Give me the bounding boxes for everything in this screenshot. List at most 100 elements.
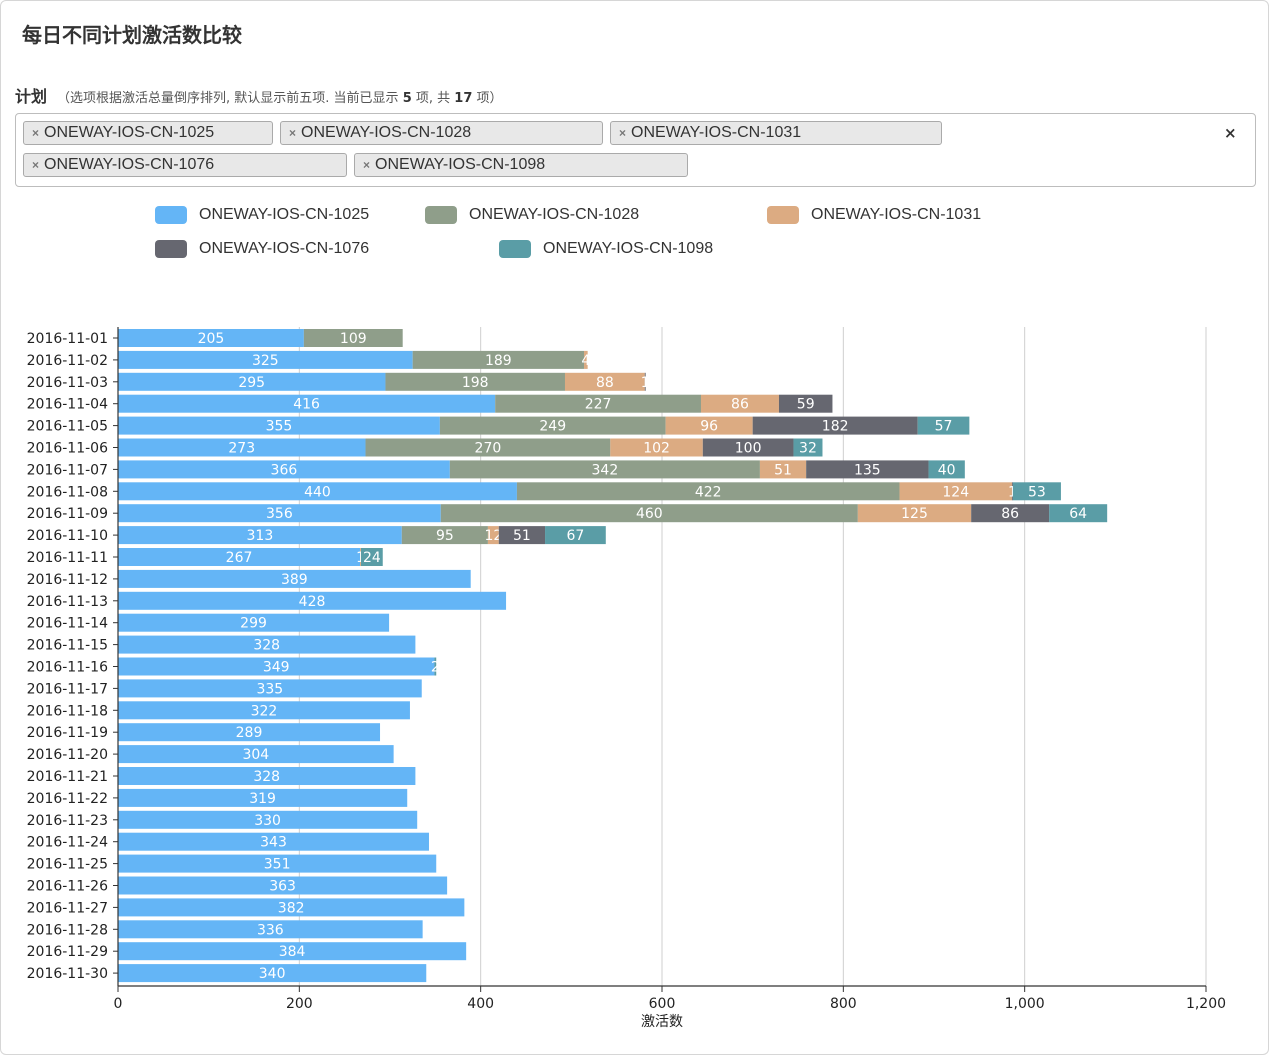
legend-item[interactable]: ONEWAY-IOS-CN-1025 bbox=[155, 205, 369, 225]
bar-segment[interactable] bbox=[118, 591, 507, 610]
bar-segment[interactable] bbox=[545, 526, 606, 545]
bar-segment[interactable] bbox=[928, 460, 965, 479]
bar-segment[interactable] bbox=[759, 460, 807, 479]
bar-segment[interactable] bbox=[498, 526, 546, 545]
page-title: 每日不同计划激活数比较 bbox=[22, 23, 242, 47]
y-tick-label: 2016-11-20 bbox=[27, 747, 108, 763]
bar-segment[interactable] bbox=[365, 438, 611, 457]
bar-value-label: 2 bbox=[431, 660, 440, 676]
bar-segment[interactable] bbox=[487, 526, 499, 545]
bar-value-label: 343 bbox=[260, 835, 287, 851]
bar-segment[interactable] bbox=[303, 329, 403, 347]
bar-segment[interactable] bbox=[118, 920, 423, 939]
legend-item[interactable]: ONEWAY-IOS-CN-1031 bbox=[767, 205, 981, 225]
bar-segment[interactable] bbox=[118, 394, 496, 413]
remove-tag-icon[interactable]: × bbox=[289, 126, 297, 140]
bar-segment[interactable] bbox=[702, 438, 794, 457]
bar-segment[interactable] bbox=[118, 460, 450, 479]
y-tick-label: 2016-11-17 bbox=[27, 681, 108, 697]
selected-tag[interactable]: × ONEWAY-IOS-CN-1028 bbox=[280, 121, 603, 145]
bar-value-label: 336 bbox=[257, 922, 284, 938]
bar-segment[interactable] bbox=[118, 679, 422, 698]
bar-segment[interactable] bbox=[434, 657, 437, 676]
bar-segment[interactable] bbox=[118, 788, 408, 807]
bar-value-label: 59 bbox=[797, 397, 815, 413]
bar-segment[interactable] bbox=[118, 723, 381, 742]
legend-swatch bbox=[425, 205, 457, 224]
bar-segment[interactable] bbox=[516, 482, 900, 501]
bar-segment[interactable] bbox=[118, 438, 366, 457]
bar-segment[interactable] bbox=[700, 394, 779, 413]
bar-segment[interactable] bbox=[118, 876, 448, 895]
bar-segment[interactable] bbox=[118, 964, 427, 983]
bar-segment[interactable] bbox=[1012, 482, 1061, 501]
bar-segment[interactable] bbox=[793, 438, 823, 457]
x-tick-label: 800 bbox=[830, 996, 857, 1012]
bar-segment[interactable] bbox=[118, 526, 402, 545]
bar-segment[interactable] bbox=[857, 504, 972, 523]
bar-value-label: 384 bbox=[279, 944, 306, 960]
bar-segment[interactable] bbox=[118, 832, 429, 851]
bar-segment[interactable] bbox=[118, 548, 361, 566]
bar-value-label: 40 bbox=[938, 462, 956, 478]
bar-segment[interactable] bbox=[778, 394, 833, 413]
remove-tag-icon[interactable]: × bbox=[32, 126, 40, 140]
bar-segment[interactable] bbox=[439, 416, 666, 435]
bar-segment[interactable] bbox=[752, 416, 918, 435]
bar-segment[interactable] bbox=[118, 482, 517, 501]
bar-value-label: 366 bbox=[271, 462, 298, 478]
bar-segment[interactable] bbox=[584, 350, 588, 369]
bar-segment[interactable] bbox=[806, 460, 929, 479]
selected-tag[interactable]: × ONEWAY-IOS-CN-1098 bbox=[354, 153, 688, 177]
bar-value-label: 12 bbox=[484, 528, 502, 544]
bar-segment[interactable] bbox=[564, 372, 645, 391]
remove-tag-icon[interactable]: × bbox=[363, 158, 371, 172]
bar-segment[interactable] bbox=[1011, 482, 1013, 501]
bar-segment[interactable] bbox=[401, 526, 488, 545]
selected-tag[interactable]: × ONEWAY-IOS-CN-1076 bbox=[23, 153, 347, 177]
bar-segment[interactable] bbox=[440, 504, 858, 523]
bar-segment[interactable] bbox=[118, 635, 416, 654]
legend-item[interactable]: ONEWAY-IOS-CN-1098 bbox=[499, 239, 713, 259]
plan-filter-row: 计划 （选项根据激活总量倒序排列, 默认显示前五项. 当前已显示 5 项, 共 1… bbox=[15, 83, 503, 107]
bar-segment[interactable] bbox=[118, 416, 440, 435]
clear-all-icon[interactable]: × bbox=[1224, 124, 1237, 142]
bar-segment[interactable] bbox=[118, 569, 471, 588]
bar-segment[interactable] bbox=[385, 372, 565, 391]
legend-item[interactable]: ONEWAY-IOS-CN-1028 bbox=[425, 205, 639, 225]
y-tick-label: 2016-11-29 bbox=[27, 944, 108, 960]
bar-segment[interactable] bbox=[118, 745, 394, 764]
bar-segment[interactable] bbox=[360, 548, 383, 566]
bar-segment[interactable] bbox=[1049, 504, 1108, 523]
bar-segment[interactable] bbox=[118, 767, 416, 785]
bar-segment[interactable] bbox=[118, 350, 413, 369]
bar-value-label: 102 bbox=[643, 441, 670, 457]
bar-segment[interactable] bbox=[118, 329, 304, 347]
bar-segment[interactable] bbox=[118, 657, 435, 676]
bar-segment[interactable] bbox=[118, 504, 441, 523]
selected-tag[interactable]: × ONEWAY-IOS-CN-1025 bbox=[23, 121, 273, 145]
bar-segment[interactable] bbox=[899, 482, 1012, 501]
bar-segment[interactable] bbox=[118, 942, 467, 961]
remove-tag-icon[interactable]: × bbox=[32, 158, 40, 172]
bar-segment[interactable] bbox=[118, 701, 410, 720]
bar-segment[interactable] bbox=[118, 898, 465, 917]
bar-segment[interactable] bbox=[412, 350, 585, 369]
bar-segment[interactable] bbox=[118, 854, 437, 873]
legend-item[interactable]: ONEWAY-IOS-CN-1076 bbox=[155, 239, 369, 259]
bar-segment[interactable] bbox=[971, 504, 1050, 523]
bar-segment[interactable] bbox=[610, 438, 703, 457]
bar-segment[interactable] bbox=[118, 613, 390, 632]
remove-tag-icon[interactable]: × bbox=[619, 126, 627, 140]
bar-value-label: 67 bbox=[566, 528, 584, 544]
bar-segment[interactable] bbox=[118, 372, 386, 391]
x-tick-label: 0 bbox=[114, 996, 123, 1012]
bar-segment[interactable] bbox=[118, 810, 418, 829]
bar-segment[interactable] bbox=[644, 372, 646, 391]
bar-segment[interactable] bbox=[449, 460, 760, 479]
bar-segment[interactable] bbox=[665, 416, 753, 435]
bar-segment[interactable] bbox=[495, 394, 701, 413]
bar-segment[interactable] bbox=[360, 548, 361, 566]
selected-tag[interactable]: × ONEWAY-IOS-CN-1031 bbox=[610, 121, 942, 145]
bar-segment[interactable] bbox=[917, 416, 970, 435]
